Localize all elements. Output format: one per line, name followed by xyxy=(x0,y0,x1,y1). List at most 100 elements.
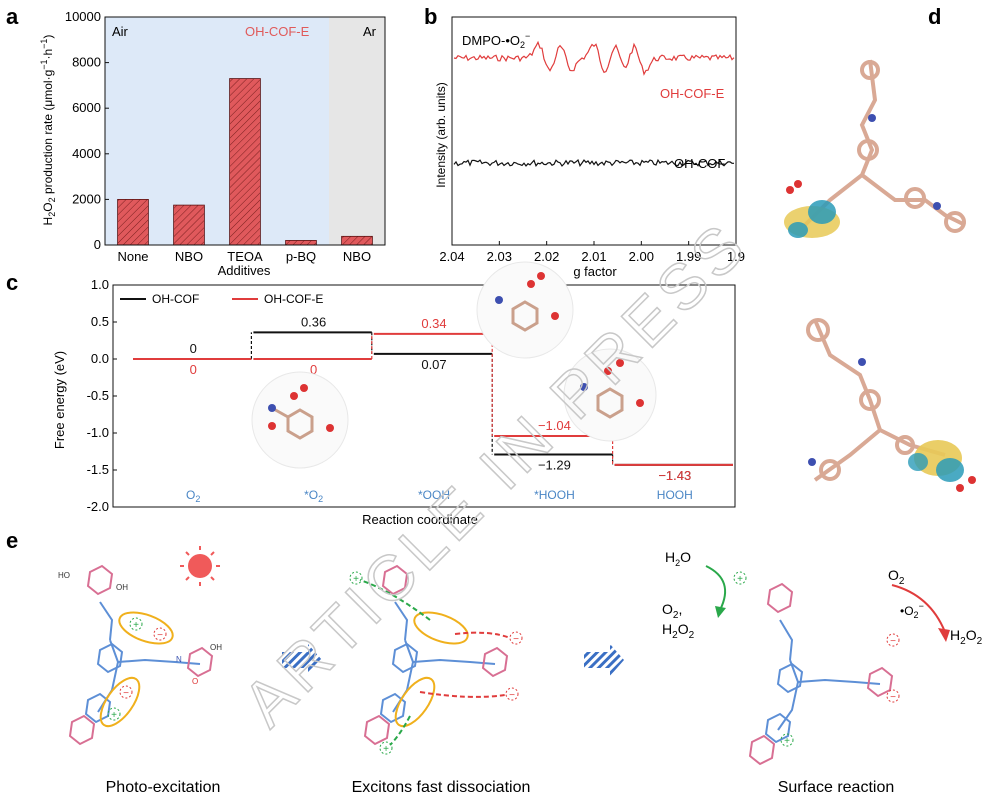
legend-c: OH-COF OH-COF-E xyxy=(120,292,323,306)
cof-fragment-surface-reaction xyxy=(748,582,894,766)
benzene-ring xyxy=(596,387,624,419)
o-label: O xyxy=(192,677,198,686)
right-arrow-icon xyxy=(282,644,322,676)
panel-b-epr-spectrum: b DMPO-•O2− 2.04 2.03 2.02 2.01 2.00 1.99 1.9 … xyxy=(424,4,745,279)
model-halo xyxy=(251,371,349,469)
y-tick-label: 0.0 xyxy=(91,351,109,366)
svg-text:−: − xyxy=(123,688,129,699)
plot-frame-a xyxy=(104,16,386,246)
x-tick-label: 2.04 xyxy=(439,249,464,264)
ar-region-background xyxy=(329,17,385,245)
svg-text:−: − xyxy=(509,690,515,701)
legend-label-oh-cof-e: OH-COF-E xyxy=(264,292,323,306)
y-tick-label: -1.0 xyxy=(87,425,109,440)
ar-region-label: Ar xyxy=(363,24,377,39)
surface-charges: + − − + xyxy=(733,571,900,747)
x-tick-label: NBO xyxy=(175,249,203,264)
molecule-model-top xyxy=(803,59,966,233)
x-tick-label: TEOA xyxy=(227,249,263,264)
svg-text:−: − xyxy=(890,692,896,703)
oxygen-atom xyxy=(290,392,298,400)
oh-label: OH xyxy=(116,583,128,592)
bar-none xyxy=(117,198,149,246)
energy-value-label: 0.07 xyxy=(421,357,446,372)
energy-value-label: 0 xyxy=(190,362,197,377)
benzene-ring xyxy=(286,408,314,440)
caption-surface-reaction: Surface reaction xyxy=(778,779,895,796)
separated-charges: + − − + xyxy=(349,571,523,755)
electron-density-lobe-top xyxy=(784,114,941,238)
y-tick-label: -2.0 xyxy=(87,499,109,514)
svg-text:+: + xyxy=(353,574,359,585)
adsorbed-ooh-model xyxy=(476,261,574,359)
electron-density-lobe-bottom xyxy=(808,358,976,492)
legend-label-oh-cof: OH-COF xyxy=(152,292,199,306)
y-tick-label: 0 xyxy=(94,237,101,252)
oxygen-atom xyxy=(300,384,308,392)
y-tick-label: 10000 xyxy=(65,9,101,24)
energy-value-label: 0 xyxy=(190,341,197,356)
energy-value-label: −1.04 xyxy=(538,418,571,433)
y-tick-label: 1.0 xyxy=(91,277,109,292)
svg-text:−: − xyxy=(157,630,163,641)
exciton-pair-2: − + xyxy=(99,676,141,728)
category-label: HOOH xyxy=(657,488,693,502)
y-axis-title-c: Free energy (eV) xyxy=(52,351,67,449)
svg-text:+: + xyxy=(111,710,117,721)
y-tick-label: 6000 xyxy=(72,100,101,115)
sun-icon xyxy=(180,546,220,586)
right-arrow-icon xyxy=(584,644,624,676)
adsorbed-o2-model xyxy=(251,371,349,469)
panel-label-d: d xyxy=(928,4,941,29)
y-axis-title-a: H2O2 production rate (μmol·g−1·h−1) xyxy=(39,35,57,226)
panel-label-c: c xyxy=(6,270,18,295)
caption-excitons-dissociation: Excitons fast dissociation xyxy=(352,779,531,796)
o2-reactant: O2 xyxy=(888,567,905,587)
oxidation-arrow xyxy=(705,565,727,611)
y-tick-label: 0.5 xyxy=(91,314,109,329)
panel-c-free-energy-diagram: c 1.0 0.5 0.0 -0.5 -1.0 -1.5 -2.0 0 0.36 0.07 −1.… xyxy=(6,261,736,527)
svg-text:−: − xyxy=(890,636,896,647)
bar-p-bq xyxy=(285,240,317,246)
category-label: *HOOH xyxy=(534,488,575,502)
x-tick-label: NBO xyxy=(343,249,371,264)
superoxide-intermediate: •O2− xyxy=(900,601,924,620)
panel-label-b: b xyxy=(424,4,437,29)
category-label: *OOH xyxy=(418,488,450,502)
x-tick-label: 2.02 xyxy=(534,249,559,264)
cof-fragment-dissociation xyxy=(363,564,509,746)
epr-probe-label: DMPO-•O2− xyxy=(462,31,530,50)
energy-value-label: 0.34 xyxy=(421,316,446,331)
n-label: N xyxy=(176,655,182,664)
panel-label-e: e xyxy=(6,528,18,553)
panel-a-bar-chart: a Air OH-COF-E Ar None NBO TEOA p-BQ NBO 0 20… xyxy=(6,4,386,278)
x-tick-label: 2.00 xyxy=(629,249,654,264)
energy-value-label: 0.36 xyxy=(301,314,326,329)
y-tick-label: -0.5 xyxy=(87,388,109,403)
y-tick-label: 4000 xyxy=(72,146,101,161)
adsorbed-hooh-model xyxy=(563,348,657,442)
sample-region-label: OH-COF-E xyxy=(245,24,310,39)
bar-nbo xyxy=(173,204,205,246)
svg-text:+: + xyxy=(784,736,790,747)
oh-label: HO xyxy=(58,571,70,580)
x-axis-title-b: g factor xyxy=(573,264,617,279)
x-axis-title-c: Reaction coordinate xyxy=(362,512,478,527)
series-label-oh-cof: OH-COF xyxy=(674,156,725,171)
oh-label: OH xyxy=(210,643,222,652)
benzene-ring xyxy=(511,300,539,332)
x-tick-label: p-BQ xyxy=(286,249,316,264)
x-tick-label: 2.03 xyxy=(487,249,512,264)
x-axis-title-a: Additives xyxy=(218,263,271,278)
x-tick-label: 1.99 xyxy=(676,249,701,264)
bar-nbo xyxy=(341,235,373,246)
panel-e-mechanism-schematic: e HO OH OH N O + − − + xyxy=(6,528,983,796)
svg-text:+: + xyxy=(133,620,139,631)
h2o2-product-right: H2O2 xyxy=(950,627,983,647)
spectrum-line-oh-cof-e xyxy=(453,40,735,76)
energy-value-label: −1.29 xyxy=(538,457,571,472)
y-axis-title-b: Intensity (arb. units) xyxy=(434,82,448,187)
energy-value-label: −1.43 xyxy=(658,468,691,483)
reduction-arrow xyxy=(891,584,946,633)
